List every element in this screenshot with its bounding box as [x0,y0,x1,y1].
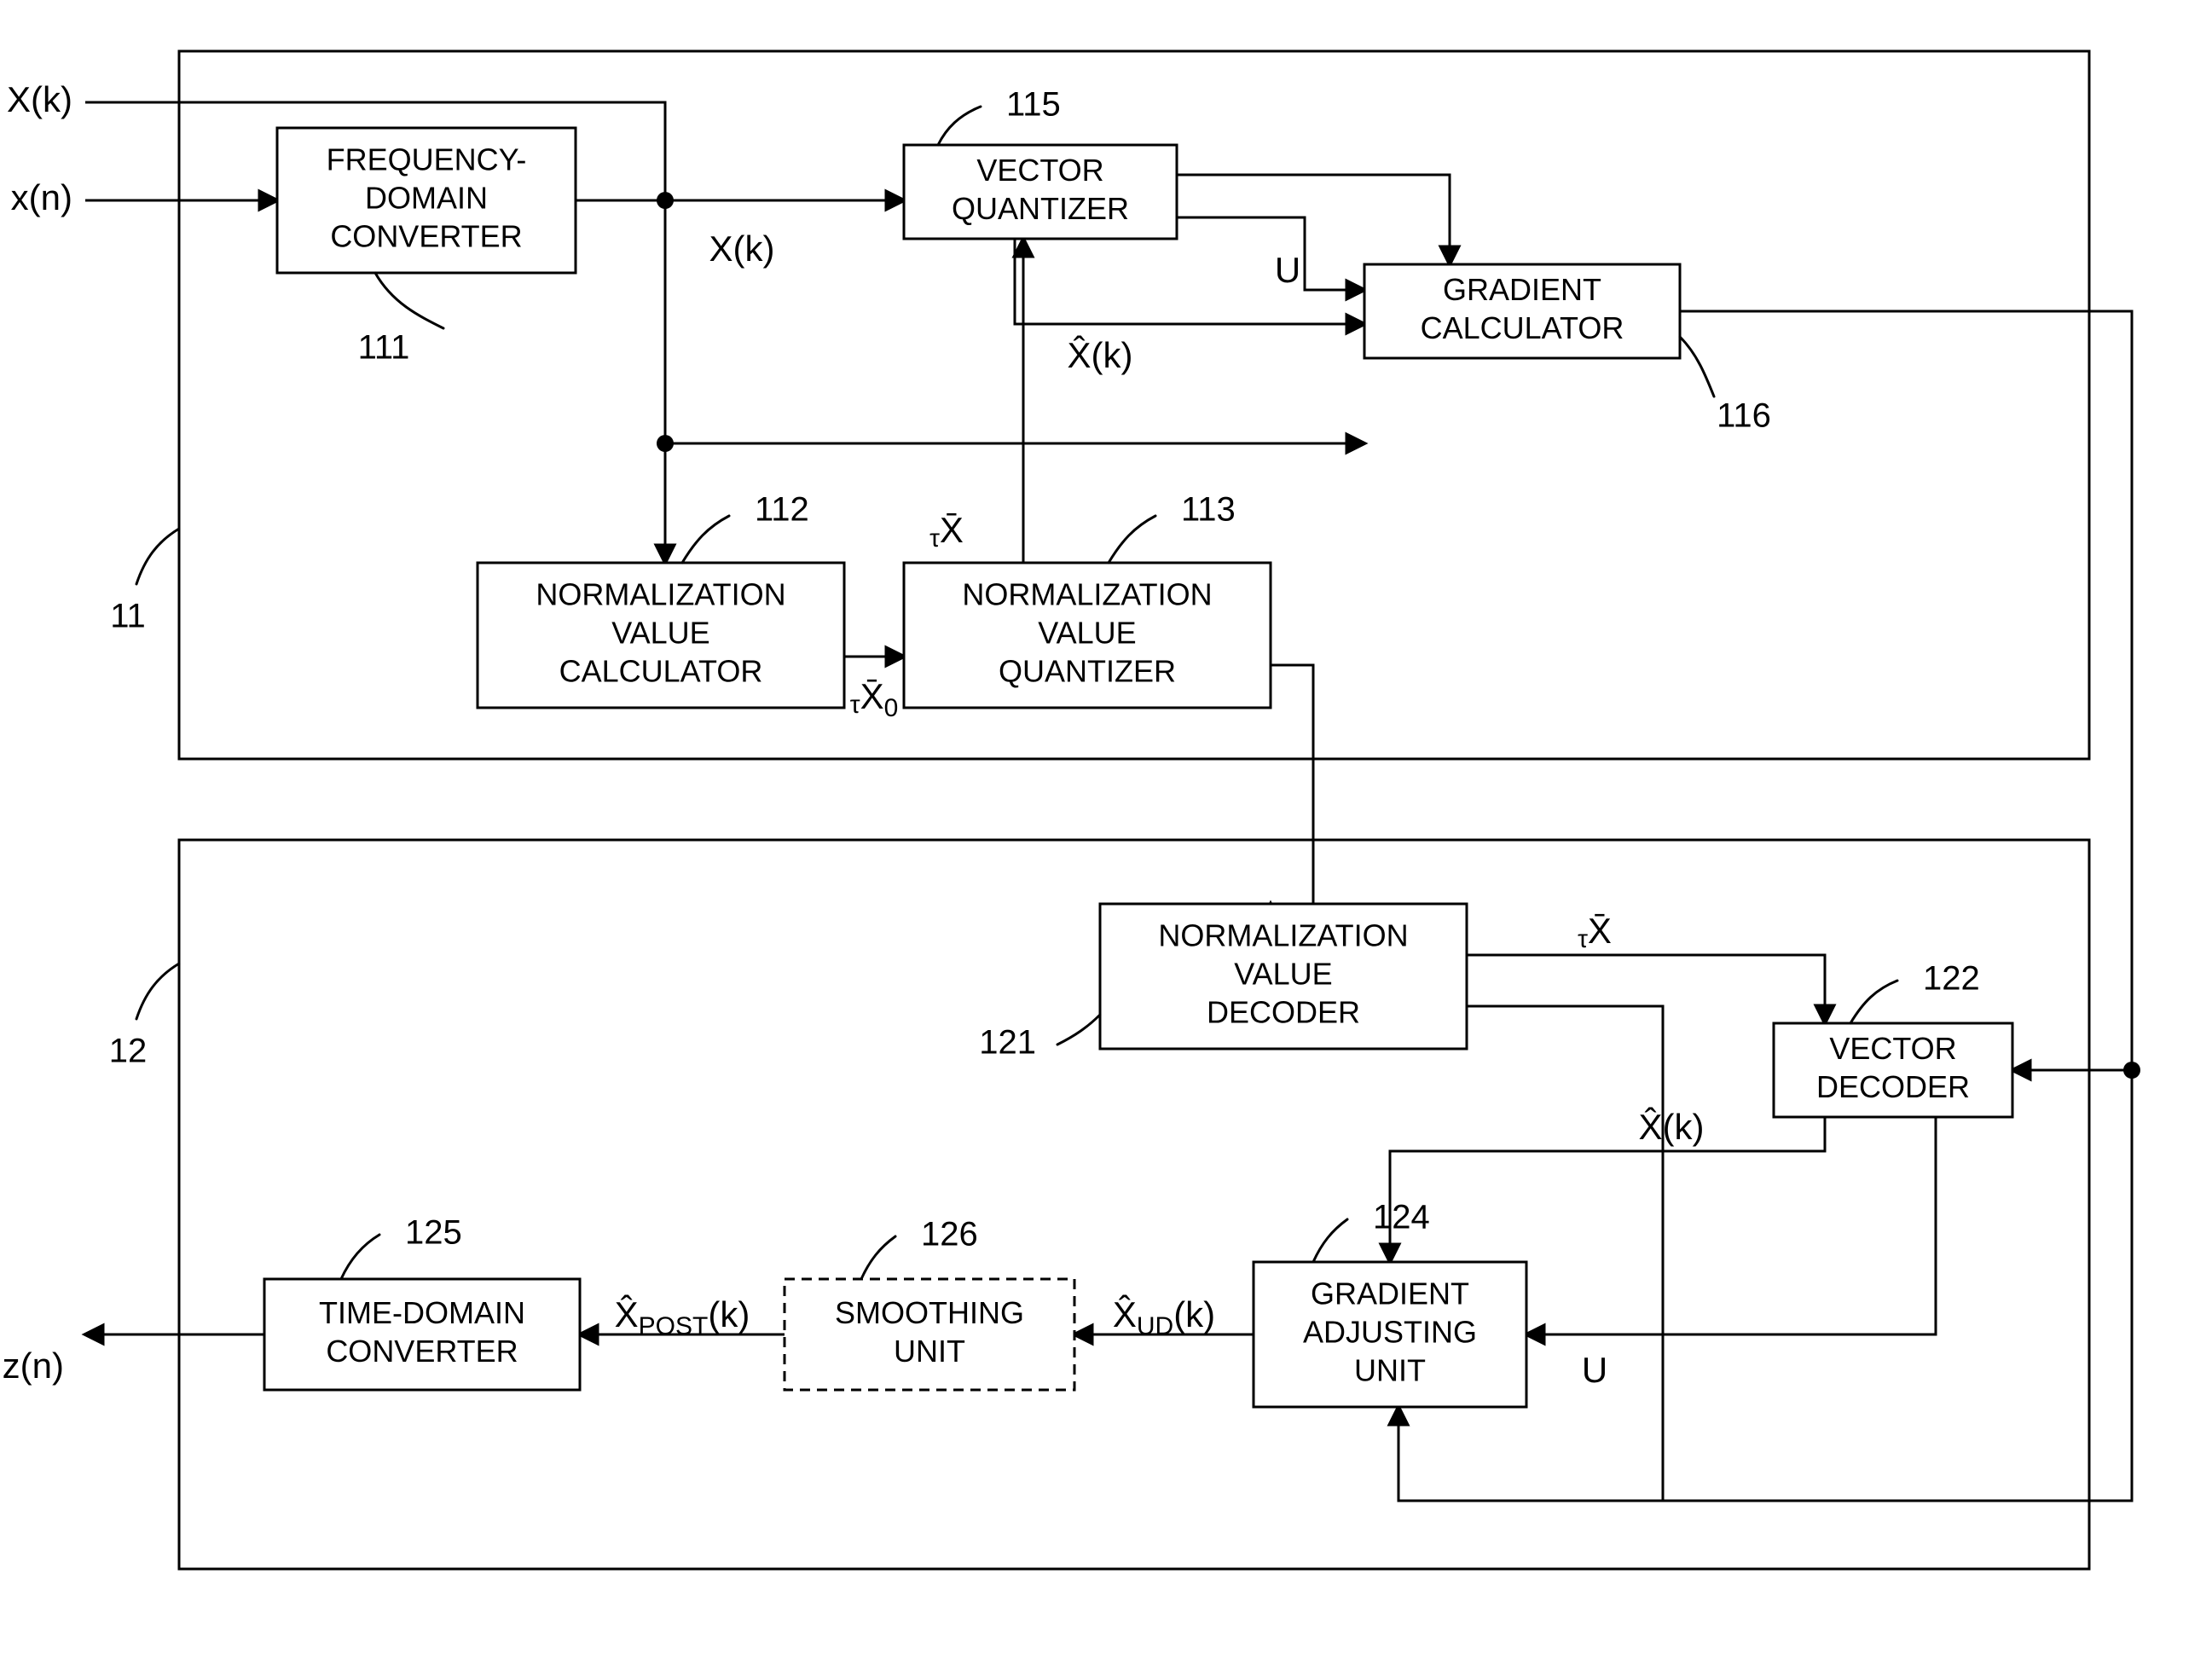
signal-label: X̂POST(k) [615,1294,750,1340]
ref-number: 126 [921,1216,978,1253]
edge-label: X(k) [709,229,775,269]
block-label: UNIT [894,1334,965,1369]
edge-label: z(n) [3,1346,64,1386]
signal-label: τX̄ [1578,911,1612,953]
block-label: DECODER [1816,1069,1970,1104]
ref-leader [341,1235,379,1279]
block-label: TIME-DOMAIN [319,1295,525,1330]
block-label: DOMAIN [365,181,488,216]
ref-number: 125 [405,1214,462,1252]
ref-number: 122 [1923,960,1980,998]
ref-number: 112 [755,491,809,529]
ref-leader [682,516,729,563]
signal-label: τX̄0 [850,676,899,722]
block-label: QUANTIZER [999,654,1176,689]
block-label: DECODER [1207,995,1360,1030]
junction [657,435,674,452]
block-label: CALCULATOR [1421,310,1624,345]
signal-label: X̂UD(k) [1113,1294,1215,1340]
block-label: VALUE [1234,957,1332,992]
ref-number: 111 [358,329,410,367]
block-label: GRADIENT [1311,1276,1469,1311]
ref-leader [136,529,179,584]
block-label: VALUE [611,616,709,651]
edge-label: X̂(k) [1068,335,1133,375]
block-label: CONVERTER [326,1334,518,1369]
ref-number: 115 [1006,86,1061,124]
edge-vq-gc1 [1177,175,1450,264]
ref-number: 116 [1717,397,1771,435]
ref-number: 121 [979,1024,1036,1062]
block-label: QUANTIZER [952,191,1129,226]
edge-vd-gau-u [1526,1117,1936,1334]
block-label: ADJUSTING [1303,1315,1477,1350]
signal-label: τX̄ [929,510,964,553]
ref-leader [1109,516,1155,563]
ref-leader [136,964,179,1019]
ref-leader [1313,1219,1347,1262]
block-diagram: FREQUENCY-DOMAINCONVERTERVECTORQUANTIZER… [0,0,2212,1667]
edge-label: U [1275,250,1300,290]
ref-leader [938,107,981,145]
edge-vd-gau [1390,1117,1825,1262]
ref-leader [1680,337,1714,396]
block-label: VALUE [1038,616,1136,651]
ref-leader [1850,981,1897,1023]
edge-label: X̂(k) [1639,1107,1705,1147]
block-label: SMOOTHING [835,1295,1024,1330]
edge-vq-xhat [1015,239,1364,324]
edge-nvd-gau [1467,1006,1663,1501]
ref-number: 124 [1373,1199,1430,1236]
block-label: GRADIENT [1443,272,1601,307]
ref-number: 12 [109,1033,148,1070]
edge-nvd-vd [1467,955,1825,1023]
ref-number: 113 [1181,491,1236,529]
block-label: VECTOR [1829,1031,1956,1066]
block-label: NORMALIZATION [962,577,1212,612]
block-label: CALCULATOR [559,654,763,689]
block-label: CONVERTER [330,219,522,254]
ref-number: 11 [110,598,146,635]
ref-leader [375,273,443,328]
signal-label: x(n) [11,177,72,217]
block-label: UNIT [1354,1353,1426,1388]
block-label: NORMALIZATION [1158,918,1408,953]
block-label: FREQUENCY- [327,142,527,177]
block-label: VECTOR [976,153,1103,188]
block-label: NORMALIZATION [536,577,785,612]
ref-leader [1057,1015,1100,1045]
ref-leader [861,1236,895,1279]
signal-label: X(k) [7,79,72,119]
edge-vq-gc2 [1177,217,1364,290]
edge-label: U [1582,1350,1607,1390]
